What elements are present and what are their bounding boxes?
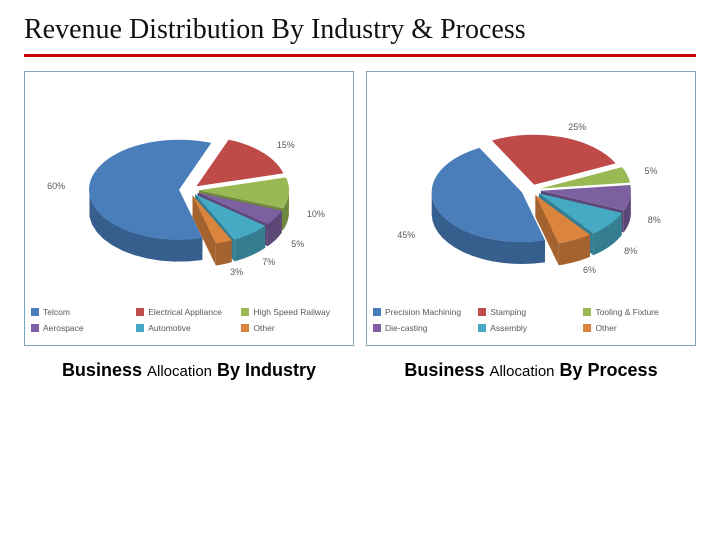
legend-item: Precision Machining [373,307,478,317]
pie-slice-side [216,240,232,265]
pie-pct-label: 5% [291,239,304,249]
legend-label: Stamping [490,307,526,317]
legend-item: Electrical Appliance [136,307,241,317]
legend-label: Die-casting [385,323,428,333]
caption-process-c: By Process [555,360,658,380]
pie-slice [196,140,283,187]
legend-item: Other [583,323,688,333]
pie-pct-label: 60% [47,181,65,191]
caption-industry-c: By Industry [212,360,316,380]
pie-wrap: 45%25%5%8%8%6% [401,112,661,307]
caption-industry: Business Allocation By Industry [24,360,354,381]
legend-swatch [31,308,39,316]
legend-item: Tooling & Fixture [583,307,688,317]
legend-label: Other [253,323,274,333]
legend-label: Automotive [148,323,191,333]
legend-label: Other [595,323,616,333]
pie-legend: Telcom Electrical Appliance High Speed Rai… [31,307,347,339]
legend-swatch [241,308,249,316]
caption-industry-a: Business [62,360,147,380]
pie-pct-label: 8% [624,246,637,256]
caption-row: Business Allocation By Industry Business… [0,346,720,381]
caption-process-b: Allocation [489,363,554,380]
pie-pct-label: 8% [648,215,661,225]
legend-item: Die-casting [373,323,478,333]
pie-pct-label: 3% [230,267,243,277]
legend-swatch [241,324,249,332]
caption-process: Business Allocation By Process [366,360,696,381]
legend-label: Precision Machining [385,307,461,317]
pie-pct-label: 45% [397,230,415,240]
title-rule [24,54,696,57]
pie-pct-label: 15% [277,140,295,150]
legend-label: High Speed Railway [253,307,330,317]
legend-swatch [583,308,591,316]
panel-process: 45% 25% 5% 8% 8% 6% Precision Machining Stampin… [366,71,696,346]
legend-item: Telcom [31,307,136,317]
legend-swatch [583,324,591,332]
pie-pct-label: 5% [644,166,657,176]
legend-label: Aerospace [43,323,84,333]
legend-label: Tooling & Fixture [595,307,658,317]
legend-item: Automotive [136,323,241,333]
legend-item: Other [241,323,346,333]
pie-legend: Precision Machining Stamping Tooling & Fix… [373,307,689,339]
legend-swatch [373,324,381,332]
panel-industry: 60% 15% 10% 5% 7% 3% Telcom Electrical Applianc… [24,71,354,346]
legend-swatch [373,308,381,316]
caption-industry-b: Allocation [147,363,212,380]
legend-item: Stamping [478,307,583,317]
legend-label: Telcom [43,307,70,317]
page-title: Revenue Distribution By Industry & Proce… [0,0,720,54]
pie-pct-label: 10% [307,209,325,219]
pie-pct-label: 25% [568,122,586,132]
pie-wrap: 60%15%10%5%7%3% [59,112,319,307]
legend-swatch [136,308,144,316]
legend-item: Assembly [478,323,583,333]
pie-pct-label: 6% [583,265,596,275]
legend-item: High Speed Railway [241,307,346,317]
legend-swatch [136,324,144,332]
legend-label: Assembly [490,323,527,333]
chart-panels: 60% 15% 10% 5% 7% 3% Telcom Electrical Applianc… [0,71,720,346]
caption-process-a: Business [404,360,489,380]
pie-pct-label: 7% [262,257,275,267]
legend-swatch [31,324,39,332]
legend-label: Electrical Appliance [148,307,222,317]
legend-item: Aerospace [31,323,136,333]
pie-chart [401,112,661,302]
legend-swatch [478,324,486,332]
legend-swatch [478,308,486,316]
